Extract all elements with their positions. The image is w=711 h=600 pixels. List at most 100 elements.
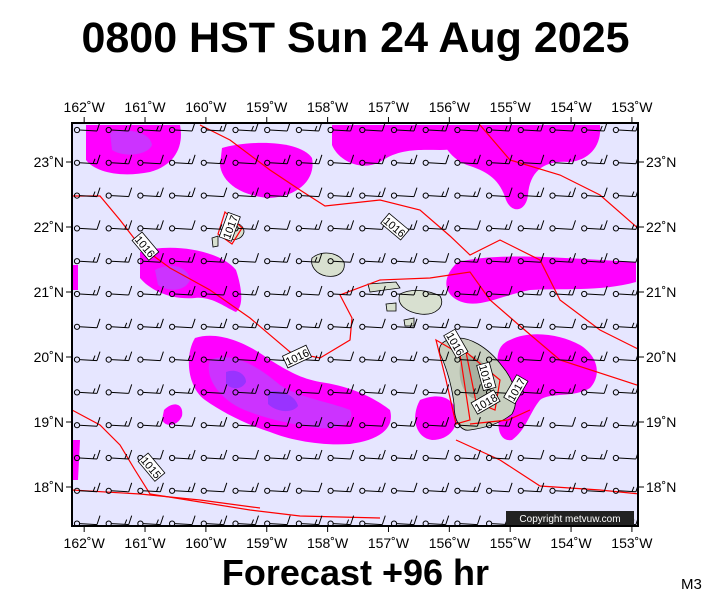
wind-barb: [486, 187, 513, 199]
wind-barb: [169, 253, 196, 265]
wind-barb: [73, 220, 101, 232]
wind-barb: [73, 482, 101, 494]
wind-barb: [390, 384, 418, 396]
wind-barb: [264, 187, 291, 199]
wind-barb: [390, 515, 418, 526]
wind-barb: [581, 154, 608, 166]
wind-barb: [137, 482, 164, 494]
rain-area: [72, 265, 78, 290]
wind-barb: [264, 384, 291, 396]
wind-barb: [390, 449, 418, 462]
isobar-line: [72, 409, 381, 519]
wind-barb: [137, 351, 164, 363]
wind-barb: [581, 220, 608, 232]
wind-barb: [73, 253, 101, 265]
wind-barb: [169, 220, 196, 232]
wind-barb: [295, 515, 323, 526]
latitude-label-right: 20˚N: [646, 349, 676, 365]
wind-barb: [327, 220, 355, 232]
wind-barb: [517, 154, 545, 166]
latitude-label-left: 20˚N: [34, 349, 64, 365]
wind-barb: [645, 253, 671, 264]
wind-barb: [327, 351, 355, 363]
wind-barb: [264, 482, 291, 494]
wind-barb: [359, 351, 386, 363]
wind-barb: [137, 187, 164, 199]
longitude-label-bottom: 161˚W: [124, 535, 166, 551]
wind-barb: [454, 253, 481, 265]
wind-barb: [359, 417, 386, 429]
latitude-label-right: 23˚N: [646, 154, 676, 170]
wind-barb: [390, 417, 418, 429]
wind-barb: [169, 384, 196, 396]
wind-barb: [137, 515, 164, 526]
wind-barb: [359, 187, 386, 199]
wind-barb: [105, 220, 133, 232]
wind-barb: [105, 123, 132, 134]
wind-barb: [232, 449, 259, 462]
wind-barb: [454, 220, 481, 232]
rain-area: [162, 404, 183, 425]
wind-barb: [295, 318, 323, 330]
wind-barb: [105, 417, 133, 429]
latitude-label-left: 21˚N: [34, 284, 64, 300]
wind-barb: [73, 285, 101, 298]
longitude-label-top: 154˚W: [550, 99, 592, 115]
wind-barb: [327, 515, 355, 526]
rain-area: [439, 125, 601, 210]
wind-barb: [422, 187, 450, 199]
rain-area: [226, 370, 246, 389]
latitude-label-right: 22˚N: [646, 219, 676, 235]
longitude-label-bottom: 153˚W: [611, 535, 653, 551]
wind-barb: [327, 384, 355, 396]
wind-barb: [295, 220, 323, 232]
wind-barb: [581, 384, 608, 396]
wind-barb: [295, 253, 323, 265]
wind-barb: [422, 154, 450, 166]
wind-barb: [581, 417, 608, 429]
longitude-label-top: 156˚W: [429, 99, 471, 115]
wind-barb: [73, 351, 101, 363]
wind-barb: [169, 417, 196, 429]
wind-barb: [137, 285, 164, 298]
wind-barb: [549, 285, 576, 298]
wind-barb: [105, 449, 133, 462]
map-frame: [71, 122, 639, 527]
wind-barb: [549, 220, 576, 232]
wind-barb: [200, 351, 228, 363]
wind-barb: [454, 449, 481, 462]
longitude-label-top: 159˚W: [246, 99, 288, 115]
wind-barb: [422, 449, 450, 462]
wind-barb: [645, 450, 671, 461]
wind-barb: [105, 351, 133, 363]
longitude-label-bottom: 154˚W: [550, 535, 592, 551]
island-molokai: [367, 281, 401, 293]
wind-barb: [232, 253, 259, 265]
wind-barb: [137, 417, 164, 429]
rain-area: [446, 256, 636, 304]
wind-barb: [581, 482, 608, 494]
wind-barb: [73, 318, 101, 330]
wind-barb: [169, 285, 196, 298]
wind-barb: [169, 449, 196, 462]
wind-barb: [486, 482, 513, 494]
copyright-box: [506, 511, 634, 525]
wind-barb: [422, 482, 450, 494]
wind-barb: [327, 285, 355, 298]
longitude-label-bottom: 158˚W: [307, 535, 349, 551]
rain-area: [110, 130, 152, 155]
longitude-label-top: 162˚W: [64, 99, 106, 115]
wind-barb: [581, 449, 608, 462]
isobar-line: [469, 409, 531, 425]
wind-barb: [327, 449, 355, 462]
wind-barb: [137, 220, 164, 232]
latitude-label-right: 21˚N: [646, 284, 676, 300]
wind-barb: [645, 516, 671, 527]
wind-barb: [73, 123, 101, 134]
wind-barb: [295, 384, 323, 396]
wind-barbs-layer: [73, 123, 671, 527]
wind-barb: [581, 351, 608, 363]
wind-barb: [359, 384, 386, 396]
wind-barb: [517, 351, 545, 363]
